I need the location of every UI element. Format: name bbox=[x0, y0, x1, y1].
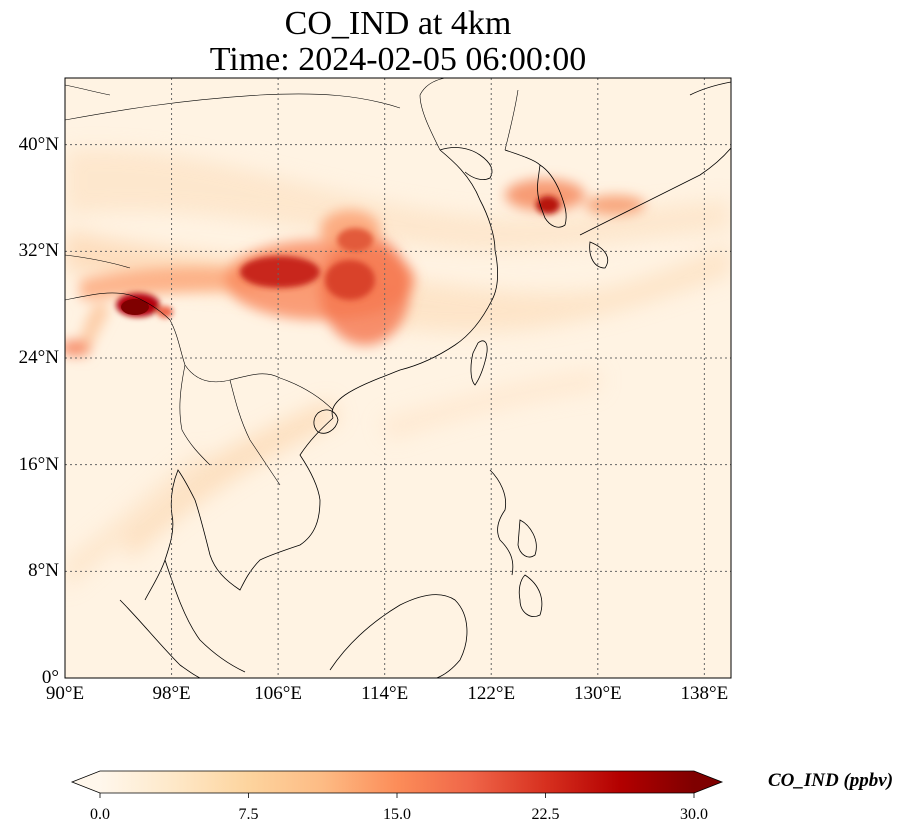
colorbar-gradient bbox=[100, 771, 694, 793]
colorbar-tick-label: 22.5 bbox=[531, 806, 560, 823]
y-tick-label: 24°N bbox=[18, 347, 59, 368]
x-tick-label: 106°E bbox=[254, 683, 302, 704]
y-tick-label: 0° bbox=[41, 667, 59, 688]
colorbar-tick-label: 30.0 bbox=[680, 806, 708, 823]
map-title: CO_IND at 4km bbox=[284, 5, 512, 42]
y-tick-label: 40°N bbox=[18, 133, 59, 155]
x-tick-label: 138°E bbox=[680, 683, 729, 704]
x-tick-label: 130°E bbox=[573, 683, 622, 704]
colorbar-extend-min bbox=[72, 771, 100, 793]
map-plot-area bbox=[65, 78, 731, 678]
y-tick-label: 16°N bbox=[18, 453, 59, 475]
colorbar bbox=[70, 770, 724, 798]
colorbar-label: CO_IND (ppbv) bbox=[768, 770, 894, 791]
colorbar-tick-label: 7.5 bbox=[238, 806, 259, 823]
x-tick-label: 122°E bbox=[467, 683, 516, 704]
map-subtitle-time: Time: 2024-02-05 06:00:00 bbox=[209, 41, 587, 78]
x-tick-label: 114°E bbox=[361, 683, 409, 704]
colorbar-extend-max bbox=[694, 771, 722, 793]
concentration-field bbox=[65, 148, 731, 590]
y-tick-label: 32°N bbox=[18, 240, 59, 262]
gridlines bbox=[65, 78, 731, 678]
map-frame bbox=[64, 77, 732, 679]
x-tick-label: 90°E bbox=[45, 683, 85, 704]
colorbar-ticks bbox=[99, 793, 695, 798]
colorbar-tick-label: 15.0 bbox=[383, 806, 411, 823]
colorbar-tick-label: 0.0 bbox=[90, 806, 110, 823]
x-tick-label: 98°E bbox=[152, 683, 191, 704]
y-tick-label: 8°N bbox=[28, 560, 59, 582]
